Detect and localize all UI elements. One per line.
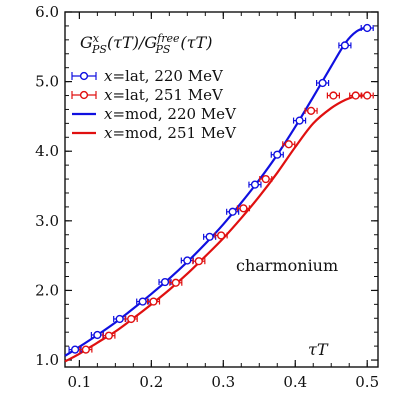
- data-point: [292, 116, 307, 125]
- x-tick-labels: 0.1 0.2 0.3 0.4 0.5: [67, 373, 379, 391]
- legend-label: x=mod, 220 MeV: [104, 105, 237, 123]
- data-point: [270, 150, 284, 159]
- data-point: [124, 314, 138, 324]
- title-g: G: [80, 33, 93, 52]
- x-tick-label: 0.3: [211, 373, 235, 391]
- legend-entry: x=mod, 220 MeV: [72, 105, 237, 123]
- data-point: [282, 140, 296, 149]
- title-sup1: x: [93, 32, 100, 45]
- y-tick-label: 5.0: [35, 73, 59, 91]
- y-tick-labels: 1.0 2.0 3.0 4.0 5.0 6.0: [35, 3, 59, 369]
- data-point: [315, 78, 330, 88]
- data-point: [226, 207, 240, 216]
- data-point: [304, 106, 318, 115]
- y-tick-label: 2.0: [35, 281, 59, 299]
- x-tick-label: 0.1: [67, 373, 91, 391]
- data-point: [79, 345, 93, 354]
- data-point: [136, 297, 150, 306]
- x-tick-label: 0.4: [283, 373, 307, 391]
- x-tick-label: 0.5: [355, 373, 379, 391]
- legend-label: x=lat, 251 MeV: [104, 86, 224, 104]
- axis-ticks: [65, 11, 378, 367]
- data-point: [259, 174, 273, 184]
- data-point: [146, 297, 161, 306]
- data-point: [248, 180, 262, 189]
- title-arg1: (τT)/: [107, 33, 146, 52]
- chart-title: Gx PS(τT)/Gfree PS (τT): [80, 32, 212, 56]
- annotation-charmonium: charmonium: [236, 256, 338, 275]
- data-point: [192, 257, 206, 266]
- legend-entry: x=lat, 251 MeV: [71, 86, 224, 104]
- data-point: [102, 331, 116, 340]
- title-sup2: free: [156, 32, 180, 45]
- legend-entry: x=mod, 251 MeV: [72, 124, 237, 142]
- data-point: [338, 41, 352, 50]
- y-tick-label: 4.0: [35, 142, 59, 160]
- data-point: [360, 23, 374, 33]
- data-point: [360, 91, 374, 100]
- title-sub1: PS: [91, 43, 107, 56]
- legend-label: x=lat, 220 MeV: [104, 67, 224, 85]
- title-g2: G: [144, 33, 157, 52]
- legend-entry: x=lat, 220 MeV: [71, 67, 224, 85]
- legend-label: x=mod, 251 MeV: [104, 124, 237, 142]
- y-tick-label: 3.0: [35, 212, 59, 230]
- data-point: [214, 231, 228, 240]
- x-axis-label: τT: [308, 340, 329, 359]
- data-point: [236, 204, 251, 213]
- x-tick-label: 0.2: [139, 373, 163, 391]
- y-tick-label: 6.0: [35, 3, 59, 21]
- title-arg2: (τT): [180, 33, 212, 52]
- title-sub2: PS: [154, 43, 170, 56]
- series-layer: [64, 23, 374, 363]
- data-point: [326, 91, 340, 100]
- plot-frame: [64, 11, 379, 368]
- series-line: [64, 94, 372, 363]
- data-point: [158, 277, 172, 287]
- data-point: [169, 278, 183, 287]
- y-tick-label: 1.0: [35, 351, 59, 369]
- data-point: [90, 330, 104, 340]
